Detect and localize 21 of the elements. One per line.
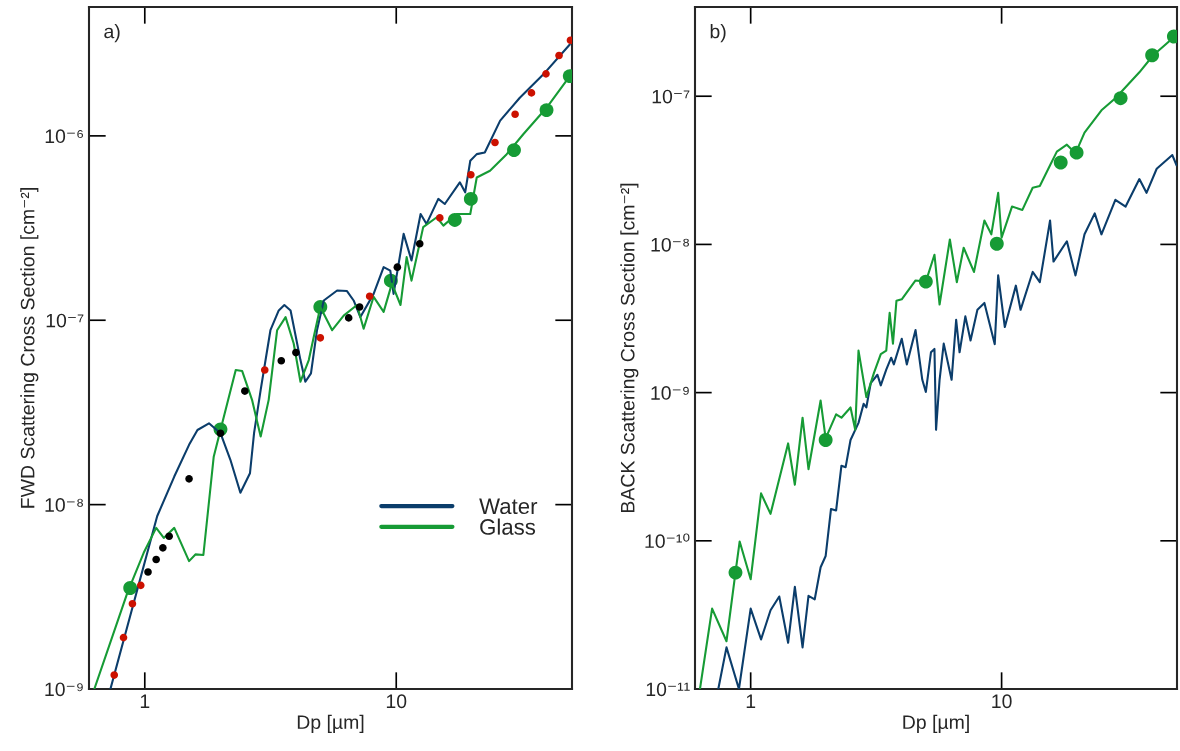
y-tick-label: 10⁻⁶	[45, 129, 83, 144]
x-tick-label: 1	[140, 694, 150, 708]
legend-label: Glass	[480, 518, 536, 535]
y-axis-title: FWD Scattering Cross Section [cm⁻²]	[20, 188, 39, 508]
y-tick-label: 10⁻⁷	[652, 89, 690, 104]
x-tick-label: 10	[386, 694, 407, 709]
y-tick-label: 10⁻⁸	[45, 498, 83, 512]
y-tick-label: 10⁻⁹	[45, 682, 83, 697]
x-tick-label: 10	[992, 694, 1012, 709]
y-tick-label: 10⁻⁸	[651, 237, 689, 252]
annotation: b)	[710, 24, 726, 43]
y-axis-title: BACK Scattering Cross Section [cm⁻²]	[620, 183, 639, 512]
x-axis-title: Dp [µm]	[297, 714, 364, 733]
x-tick-label: 1	[746, 694, 756, 708]
y-tick-label: 10⁻¹¹	[646, 682, 690, 697]
legend-label: Water	[479, 498, 538, 515]
y-tick-label: 10⁻⁷	[46, 313, 84, 328]
annotation: a)	[104, 24, 120, 43]
y-tick-label: 10⁻¹⁰	[645, 533, 690, 549]
x-axis-title: Dp [µm]	[903, 714, 969, 733]
y-tick-label: 10⁻⁹	[651, 386, 689, 400]
